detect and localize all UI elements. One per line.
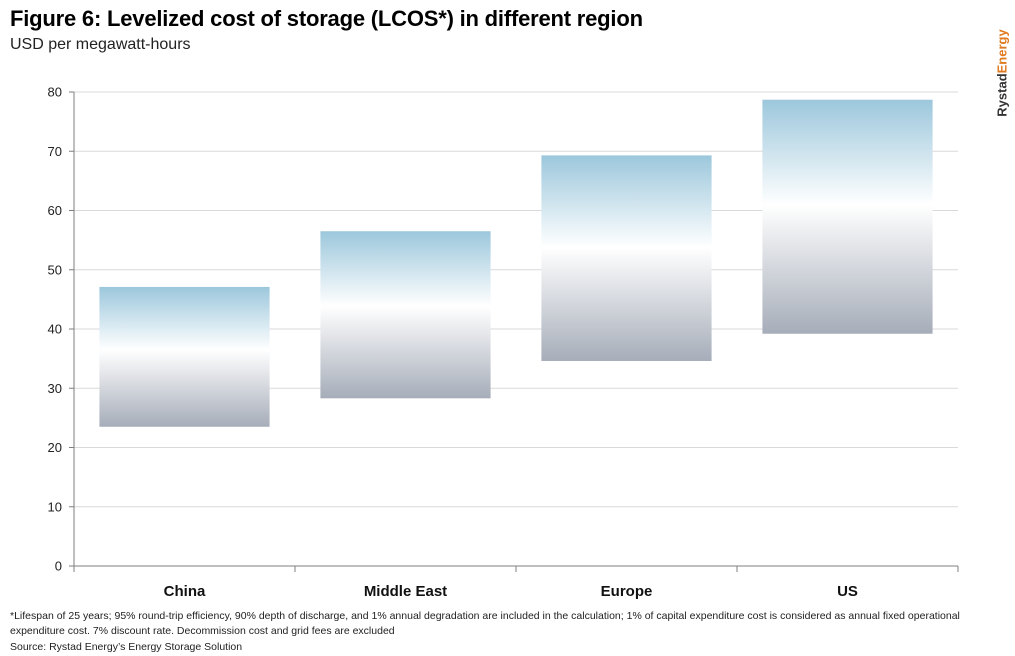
y-tick-label: 10: [48, 499, 62, 514]
y-tick-label: 20: [48, 440, 62, 455]
x-category-label: US: [837, 583, 858, 600]
lcos-chart: 0 10 20 30 40 50 60 70 80 China Middle East Europe U…: [48, 85, 959, 600]
y-tick-label: 30: [48, 381, 62, 396]
chart-title: Figure 6: Levelized cost of storage (LCO…: [10, 6, 643, 31]
y-tick-label: 70: [48, 144, 62, 159]
chart-subtitle: USD per megawatt-hours: [10, 36, 191, 53]
axes: 0 10 20 30 40 50 60 70 80 China Middle East Europe U…: [48, 85, 959, 600]
bar-china: [99, 286, 270, 427]
footnote: *Lifespan of 25 years; 95% round-trip ef…: [10, 610, 960, 637]
y-tick-label: 50: [48, 262, 62, 277]
brand-name-part2: Energy: [994, 29, 1010, 74]
y-tick-label: 60: [48, 203, 62, 218]
y-tick-label: 80: [48, 85, 62, 100]
x-category-label: Europe: [601, 583, 653, 600]
bar-us: [762, 99, 933, 334]
x-category-label: Middle East: [364, 583, 447, 600]
bar-middle-east: [320, 231, 491, 399]
x-category-label: China: [164, 583, 206, 600]
source-note: Source: Rystad Energy’s Energy Storage S…: [10, 641, 243, 653]
bar-europe: [541, 155, 712, 361]
y-tick-label: 40: [48, 322, 62, 337]
y-tick-label: 0: [55, 559, 62, 574]
bars: [99, 99, 933, 427]
